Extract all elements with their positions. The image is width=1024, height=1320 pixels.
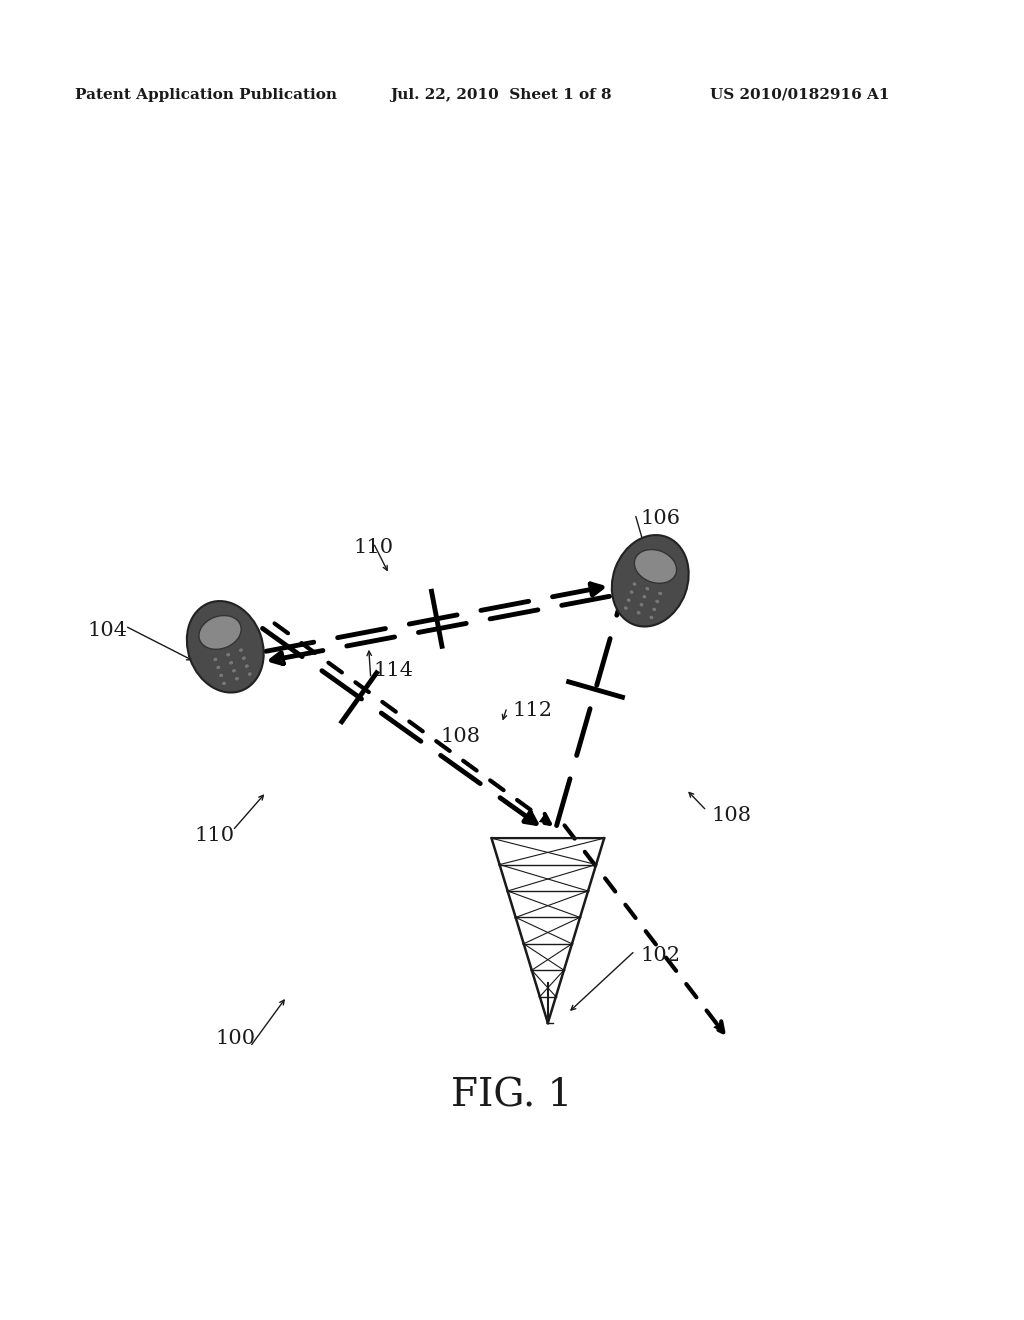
Ellipse shape: [627, 598, 631, 602]
Text: Jul. 22, 2010  Sheet 1 of 8: Jul. 22, 2010 Sheet 1 of 8: [390, 88, 611, 102]
Ellipse shape: [245, 664, 249, 668]
Text: 108: 108: [712, 807, 752, 825]
Ellipse shape: [231, 668, 237, 673]
Ellipse shape: [219, 673, 223, 677]
Ellipse shape: [242, 656, 247, 660]
Text: US 2010/0182916 A1: US 2010/0182916 A1: [710, 88, 890, 102]
Ellipse shape: [234, 677, 240, 681]
Text: FIG. 1: FIG. 1: [452, 1077, 572, 1114]
Ellipse shape: [225, 652, 230, 657]
Ellipse shape: [199, 615, 242, 649]
Ellipse shape: [654, 599, 659, 603]
Text: 114: 114: [374, 661, 414, 680]
Ellipse shape: [213, 657, 218, 661]
Ellipse shape: [639, 602, 644, 607]
Ellipse shape: [247, 672, 252, 676]
Text: 104: 104: [87, 622, 127, 640]
Ellipse shape: [629, 590, 634, 594]
Ellipse shape: [611, 535, 689, 627]
Text: Patent Application Publication: Patent Application Publication: [75, 88, 337, 102]
Ellipse shape: [642, 594, 647, 599]
Ellipse shape: [216, 665, 221, 669]
Ellipse shape: [624, 606, 629, 610]
Ellipse shape: [186, 601, 264, 693]
Ellipse shape: [634, 549, 677, 583]
Ellipse shape: [221, 681, 226, 685]
Ellipse shape: [645, 586, 650, 591]
Ellipse shape: [632, 582, 637, 586]
Text: 106: 106: [640, 510, 680, 528]
Ellipse shape: [649, 615, 654, 619]
Text: 102: 102: [640, 946, 680, 965]
Text: 112: 112: [512, 701, 552, 719]
Text: 110: 110: [195, 826, 234, 845]
Ellipse shape: [239, 648, 244, 652]
Text: 108: 108: [440, 727, 480, 746]
Ellipse shape: [636, 611, 641, 615]
Text: 110: 110: [353, 539, 393, 557]
Ellipse shape: [657, 591, 663, 595]
Text: 100: 100: [215, 1030, 255, 1048]
Ellipse shape: [652, 607, 656, 611]
Ellipse shape: [228, 660, 233, 665]
